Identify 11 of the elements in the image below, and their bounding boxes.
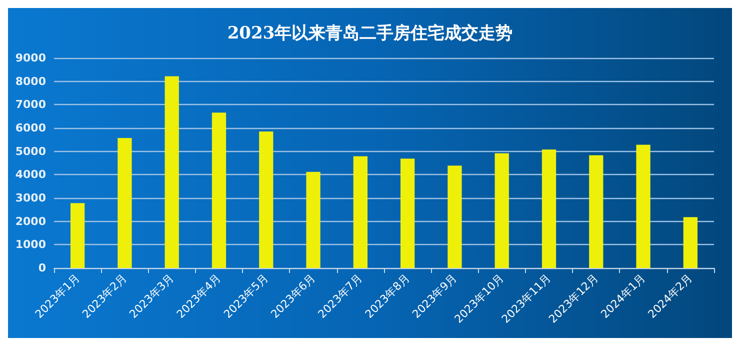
y-tick-label: 3000 <box>15 192 46 204</box>
y-tick-label: 7000 <box>15 98 46 112</box>
y-tick-label: 2000 <box>15 214 46 228</box>
y-tick-label: 0 <box>38 262 46 274</box>
y-tick-label: 9000 <box>15 52 46 64</box>
y-tick-label: 1000 <box>15 238 46 252</box>
y-tick-label: 8000 <box>15 74 46 88</box>
y-tick-label: 6000 <box>15 122 46 134</box>
y-tick-label: 5000 <box>15 144 46 158</box>
chart-title: 2023年以来青岛二手房住宅成交走势 <box>227 24 513 44</box>
y-tick-label: 4000 <box>15 168 46 182</box>
